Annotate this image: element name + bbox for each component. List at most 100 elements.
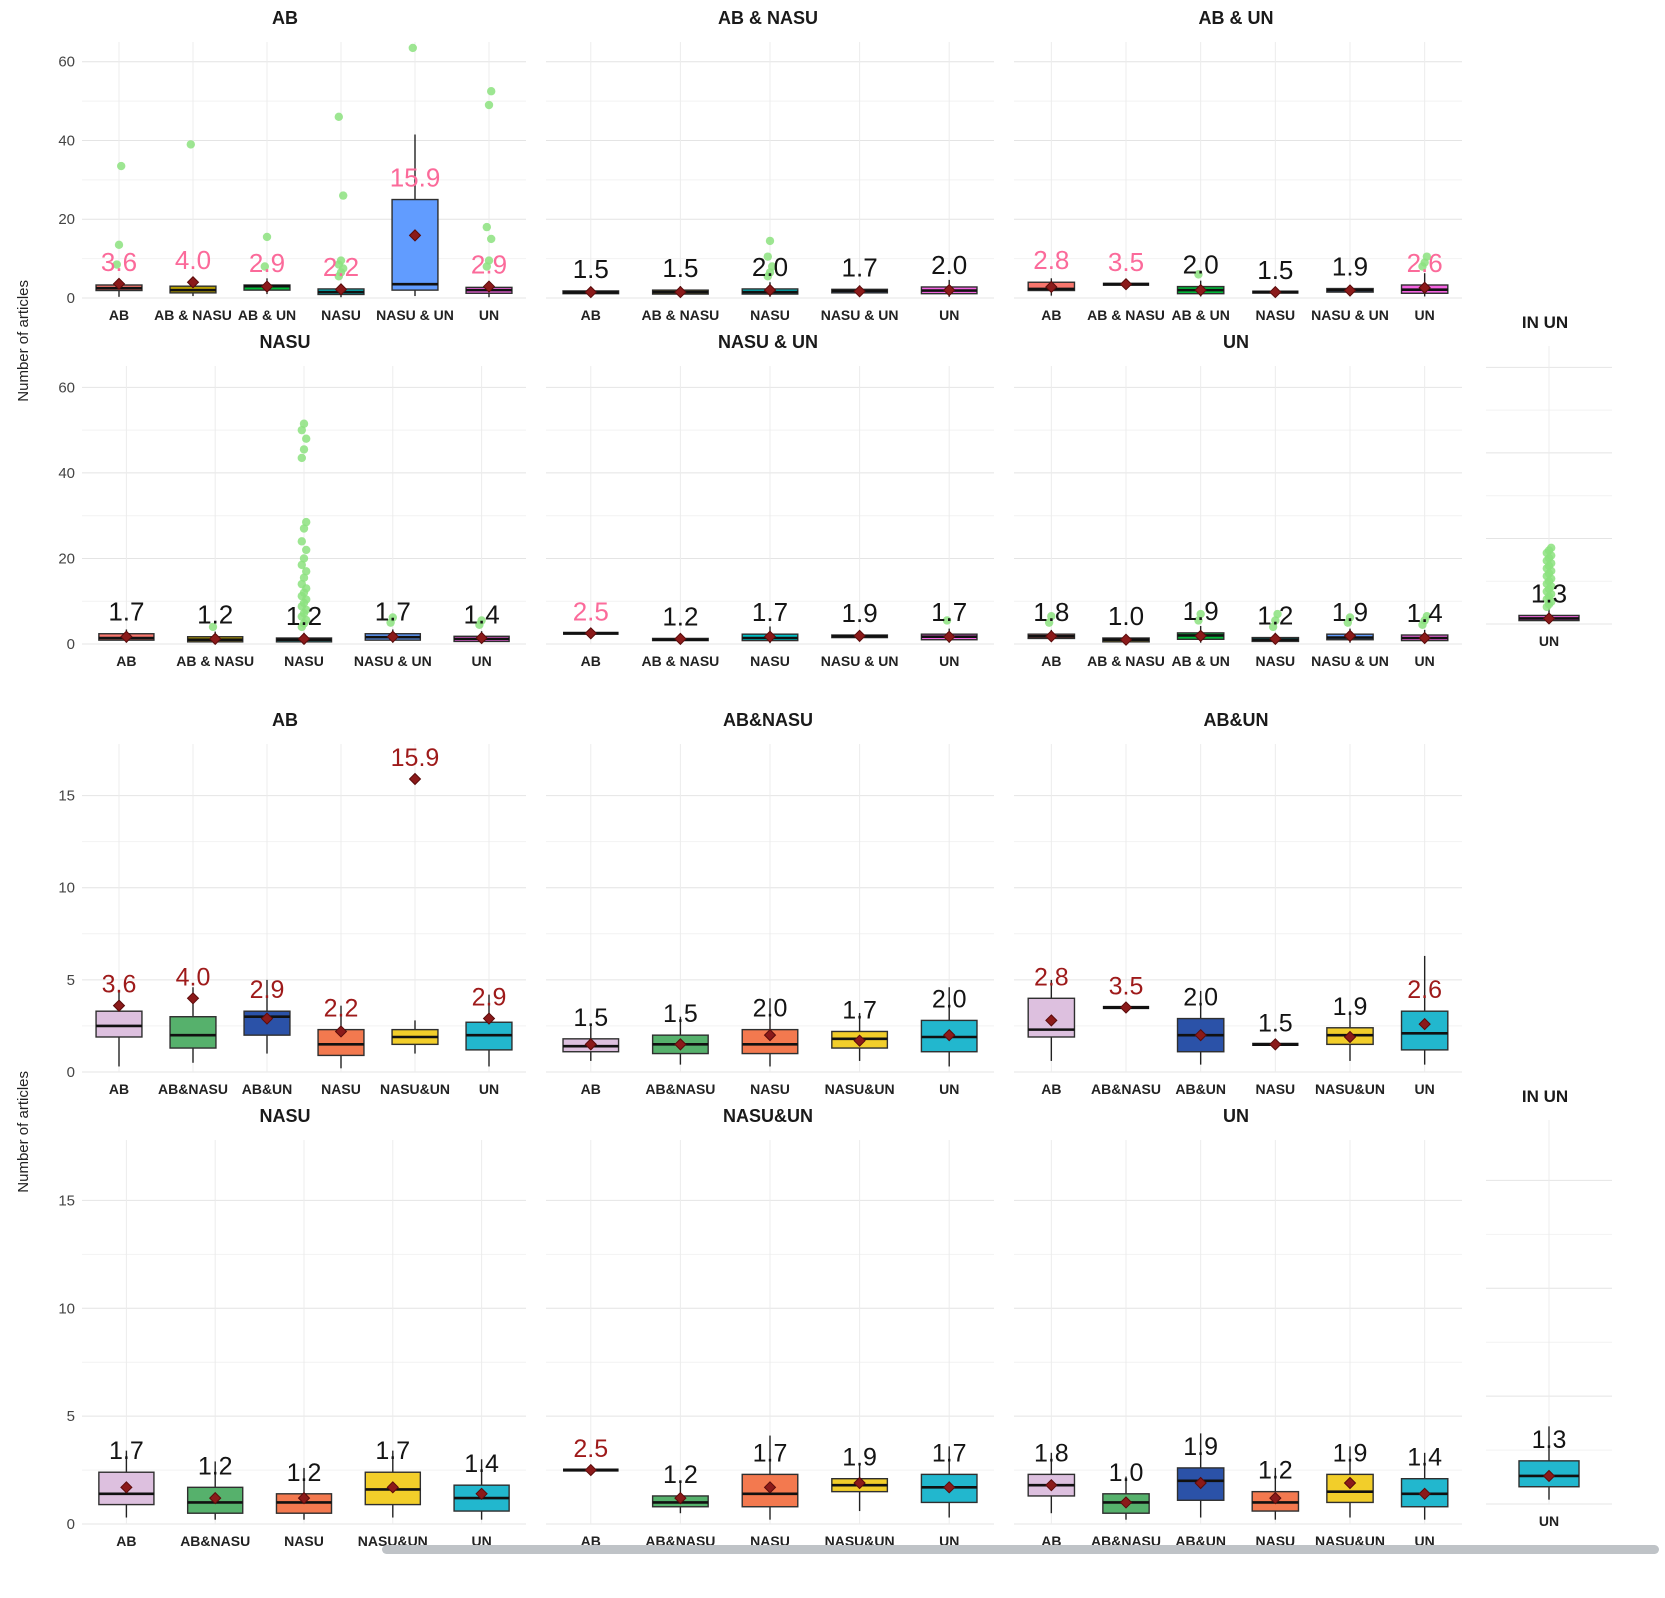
facet-title: UN bbox=[1223, 1106, 1249, 1126]
outlier-point bbox=[477, 616, 486, 625]
facet-plot: 1.8 AB 1.0 AB & NASU 1.9 AB & UN 1.2 NASU 1.9 NAS… bbox=[1014, 366, 1462, 669]
outlier-point bbox=[302, 434, 311, 443]
y-tick-label: 40 bbox=[58, 132, 75, 149]
mean-marker bbox=[1119, 278, 1133, 291]
y-axis-label-wrap: Number of articles bbox=[10, 6, 36, 676]
mean-label: 1.5 bbox=[663, 1000, 698, 1028]
x-tick-label: AB bbox=[1041, 653, 1061, 669]
facet-title: IN UN bbox=[1521, 313, 1569, 332]
outlier-point bbox=[765, 236, 775, 246]
mean-label: 1.5 bbox=[1258, 1009, 1293, 1037]
y-tick-label: 0 bbox=[67, 1516, 75, 1533]
facet-plot: 1.3 UN bbox=[1486, 1120, 1612, 1529]
mean-marker bbox=[853, 285, 866, 298]
x-tick-label: AB bbox=[109, 1081, 129, 1097]
outlier-point bbox=[297, 425, 306, 435]
mean-label: 1.5 bbox=[662, 253, 698, 283]
x-tick-label: AB bbox=[581, 653, 601, 669]
outlier-point bbox=[1547, 543, 1556, 553]
mean-marker bbox=[120, 1481, 133, 1494]
x-tick-label: AB bbox=[1041, 1081, 1061, 1097]
mean-marker bbox=[1542, 612, 1556, 625]
outlier-point bbox=[487, 234, 496, 244]
mean-marker bbox=[260, 1012, 274, 1025]
mean-marker bbox=[475, 631, 488, 645]
mean-marker bbox=[1269, 285, 1282, 299]
outlier-point bbox=[302, 517, 311, 527]
facet-plot: 0510151.7AB1.2AB&NASU1.2NASU1.7NASU&UN1.… bbox=[58, 1140, 526, 1549]
facet-panel: UN 1.8 AB 1.0 AB & NASU 1.9 AB & UN 1.2 NASU 1.9 N… bbox=[1002, 330, 1470, 676]
mean-label: 2.0 bbox=[931, 250, 967, 280]
mean-marker bbox=[297, 632, 311, 646]
facet-title: UN bbox=[1223, 332, 1249, 352]
facet-plot: 0 20 40 60 3.6 AB 4.0 AB & NASU 2.9 AB & UN 2.2 NAS… bbox=[58, 42, 526, 323]
mean-label: 2.5 bbox=[573, 596, 609, 626]
mean-marker bbox=[763, 630, 777, 643]
mean-label: 3.5 bbox=[1108, 247, 1144, 277]
outlier-point bbox=[484, 100, 494, 110]
x-tick-label: AB bbox=[1041, 307, 1061, 323]
mean-label: 1.8 bbox=[1034, 1439, 1069, 1467]
mean-label: 1.5 bbox=[573, 254, 609, 284]
mean-label: 1.2 bbox=[1257, 601, 1293, 631]
side-facet-panel: IN UN 1.3 UN bbox=[1470, 708, 1620, 1556]
mean-label: 3.6 bbox=[101, 247, 137, 277]
figure-full-scale: Number of articles AB 0 20 40 60 3.6 AB 4.0 AB &… bbox=[0, 0, 1665, 676]
x-tick-label: AB & NASU bbox=[642, 653, 720, 669]
mean-marker bbox=[942, 283, 956, 297]
x-tick-label: UN bbox=[939, 1081, 959, 1097]
outlier-point bbox=[117, 161, 126, 171]
mean-marker bbox=[208, 1491, 222, 1505]
y-tick-label: 5 bbox=[67, 972, 75, 989]
mean-label: 1.7 bbox=[931, 597, 967, 627]
mean-label: 1.7 bbox=[842, 996, 877, 1024]
x-tick-label: NASU bbox=[750, 1081, 790, 1097]
facet-title: NASU bbox=[259, 332, 311, 352]
x-tick-label: UN bbox=[1415, 1081, 1435, 1097]
outlier-point bbox=[1271, 616, 1280, 625]
y-tick-label: 0 bbox=[67, 290, 75, 307]
mean-label: 1.5 bbox=[1257, 255, 1293, 285]
mean-marker bbox=[584, 285, 598, 299]
mean-label: 1.9 bbox=[1332, 252, 1368, 282]
x-tick-label: NASU bbox=[750, 653, 790, 669]
x-tick-label: AB&NASU bbox=[1091, 1081, 1161, 1097]
mean-label: 1.7 bbox=[842, 252, 878, 282]
x-tick-label: NASU bbox=[321, 1081, 361, 1097]
bottom-scrollbar[interactable] bbox=[382, 1545, 1659, 1554]
facet-title: NASU bbox=[259, 1106, 311, 1126]
mean-marker bbox=[853, 1476, 866, 1490]
outlier-point bbox=[1268, 622, 1278, 632]
mean-marker bbox=[853, 1034, 866, 1047]
mean-marker bbox=[942, 1481, 956, 1494]
mean-marker bbox=[120, 630, 133, 643]
mean-marker bbox=[1343, 629, 1357, 643]
y-tick-label: 0 bbox=[67, 636, 75, 653]
facet-plot: 1.3 UN bbox=[1486, 346, 1612, 649]
mean-marker bbox=[482, 1012, 496, 1025]
outlier-point bbox=[1345, 613, 1355, 622]
mean-marker bbox=[942, 630, 956, 643]
facet-grid-bottom: AB 0 5 10 15 3.6 AB 4.0 AB&NASU 2.9 AB&UN 2.2 NASU 15… bbox=[36, 708, 1620, 1556]
mean-marker bbox=[584, 627, 598, 640]
facet-plot: 2.8 AB 3.5 AB&NASU 2.0 AB&UN 1.5 NASU 1.9 NASU&UN… bbox=[1014, 744, 1462, 1097]
outlier-point bbox=[1273, 609, 1282, 619]
outlier-point bbox=[487, 87, 496, 96]
x-tick-label: AB & NASU bbox=[642, 307, 720, 323]
x-tick-label: AB bbox=[109, 307, 129, 323]
facet-title: AB bbox=[272, 8, 298, 28]
mean-label: 2.2 bbox=[324, 995, 359, 1023]
mean-marker bbox=[186, 276, 200, 289]
mean-marker bbox=[674, 285, 687, 299]
facet-panel: UN 1.8 AB 1.0 AB&NASU 1.9 AB&UN 1.2 NASU 1.9 NASU&… bbox=[1002, 1104, 1470, 1556]
x-tick-label: AB bbox=[116, 1533, 136, 1549]
mean-marker bbox=[1045, 1478, 1058, 1492]
outlier-point bbox=[114, 240, 124, 250]
outlier-point bbox=[482, 222, 491, 232]
outlier-point bbox=[1422, 612, 1432, 621]
outlier-point bbox=[339, 191, 348, 200]
x-tick-label: UN bbox=[1415, 653, 1435, 669]
y-tick-label: 0 bbox=[67, 1064, 75, 1081]
figure-zoomed-scale: Number of articles AB 0 5 10 15 3.6 AB 4.0 AB&NA… bbox=[0, 702, 1665, 1556]
mean-marker bbox=[1418, 281, 1431, 294]
